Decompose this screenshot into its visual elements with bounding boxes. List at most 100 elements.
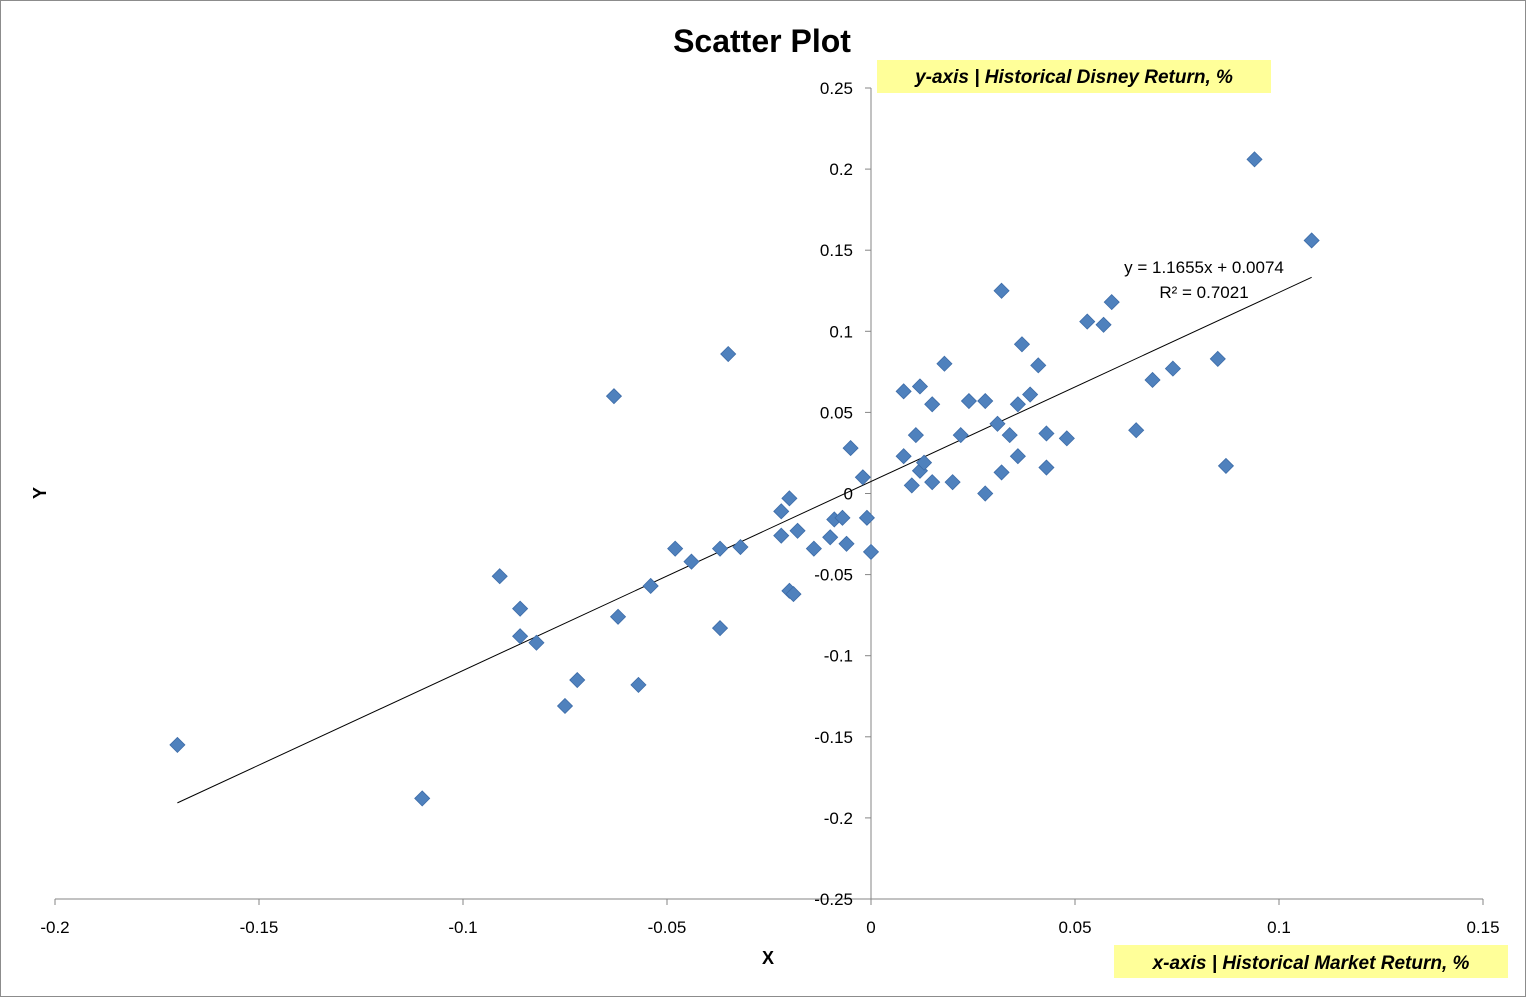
data-point: [842, 440, 859, 457]
data-point: [785, 585, 802, 603]
data-point: [1164, 360, 1181, 377]
trendline-r-squared: R² = 0.7021: [1159, 283, 1248, 302]
data-point: [773, 527, 790, 544]
data-point: [952, 427, 969, 444]
trendline-equation: y = 1.1655x + 0.0074: [1124, 258, 1284, 277]
data-point: [977, 485, 994, 502]
data-point: [720, 345, 737, 363]
x-axis-title: X: [762, 948, 774, 968]
data-point: [569, 671, 586, 689]
data-point: [609, 608, 627, 625]
data-point: [528, 634, 545, 651]
y-tick-label: -0.25: [814, 890, 853, 909]
data-point: [1038, 459, 1055, 476]
data-point: [1022, 386, 1039, 403]
data-point: [911, 378, 929, 395]
y-axis-callout: y-axis | Historical Disney Return, %: [877, 60, 1271, 93]
data-point: [907, 427, 924, 444]
data-point: [1303, 232, 1320, 249]
y-tick-label: 0.1: [829, 322, 853, 341]
data-point: [936, 355, 953, 372]
x-axis-callout-text: x-axis | Historical Market Return, %: [1152, 953, 1470, 974]
data-point: [1030, 357, 1047, 374]
y-tick-label: -0.2: [824, 809, 853, 828]
data-point: [858, 509, 875, 526]
data-point: [993, 282, 1010, 299]
data-point: [1038, 425, 1055, 442]
data-point: [854, 469, 871, 486]
trendline: [177, 276, 1312, 804]
x-tick-label: 0.05: [1058, 918, 1091, 937]
data-point: [822, 529, 839, 546]
y-axis-title: Y: [30, 487, 50, 499]
data-point: [1128, 422, 1145, 439]
data-point: [895, 448, 912, 465]
data-point: [642, 577, 659, 595]
y-tick-label: 0: [844, 485, 853, 504]
x-axis-callout-box: [1114, 945, 1508, 978]
y-tick-label: -0.15: [814, 728, 853, 747]
chart-title: Scatter Plot: [673, 23, 851, 59]
y-tick-label: 0.2: [829, 160, 853, 179]
x-axis-callout: x-axis | Historical Market Return, %: [1114, 945, 1508, 978]
y-tick-label: -0.05: [814, 566, 853, 585]
x-tick-label: -0.2: [40, 918, 69, 937]
x-tick-label: -0.1: [448, 918, 477, 937]
data-point: [414, 790, 431, 807]
data-point: [838, 535, 855, 552]
data-point: [862, 543, 880, 560]
y-tick-labels: 0.25 0.2 0.15 0.1 0.05 0 -0.05 -0.1 -0.15 -0.2 -0.…: [814, 79, 871, 909]
data-point: [1144, 371, 1161, 389]
data-point: [512, 628, 529, 645]
data-point: [512, 600, 529, 617]
data-point: [781, 490, 798, 507]
x-tick-label: 0.15: [1466, 918, 1499, 937]
x-tick-labels: -0.2 -0.15 -0.1 -0.05 0 0.05 0.1 0.15: [40, 899, 1500, 937]
data-point: [989, 415, 1006, 432]
data-point: [1217, 457, 1235, 474]
x-tick-label: -0.05: [648, 918, 687, 937]
data-point: [1001, 427, 1018, 444]
data-point: [556, 697, 574, 715]
data-point: [711, 540, 729, 557]
data-point: [1009, 448, 1026, 465]
data-point: [711, 620, 729, 637]
y-tick-label: 0.15: [820, 241, 853, 260]
data-point: [789, 522, 806, 539]
data-point: [944, 474, 961, 491]
data-point: [1103, 294, 1120, 311]
data-point: [895, 383, 912, 400]
data-points: [169, 151, 1320, 807]
data-point: [683, 553, 700, 570]
data-point: [993, 464, 1010, 481]
data-point: [924, 474, 941, 491]
x-tick-label: 0: [866, 918, 875, 937]
data-point: [667, 540, 684, 557]
data-point: [773, 503, 790, 520]
data-point: [960, 392, 977, 410]
data-point: [732, 538, 749, 556]
data-point: [977, 392, 994, 410]
data-point: [1079, 313, 1096, 330]
data-point: [491, 568, 508, 585]
axes: [55, 88, 1483, 900]
x-tick-label: -0.15: [240, 918, 279, 937]
data-point: [169, 736, 186, 753]
data-point: [805, 540, 822, 557]
data-point: [903, 477, 920, 494]
x-tick-label: 0.1: [1267, 918, 1291, 937]
data-point: [1095, 316, 1112, 333]
data-point: [924, 396, 941, 413]
y-tick-label: -0.1: [824, 647, 853, 666]
data-point: [1246, 151, 1263, 168]
data-point: [834, 509, 851, 526]
data-point: [1058, 430, 1075, 447]
y-tick-label: 0.05: [820, 403, 853, 422]
trendline-line: [177, 276, 1312, 804]
data-point: [1013, 336, 1031, 353]
y-tick-label: 0.25: [820, 79, 853, 98]
y-axis-callout-text: y-axis | Historical Disney Return, %: [914, 67, 1233, 88]
data-point: [915, 454, 933, 471]
data-point: [1209, 350, 1226, 367]
